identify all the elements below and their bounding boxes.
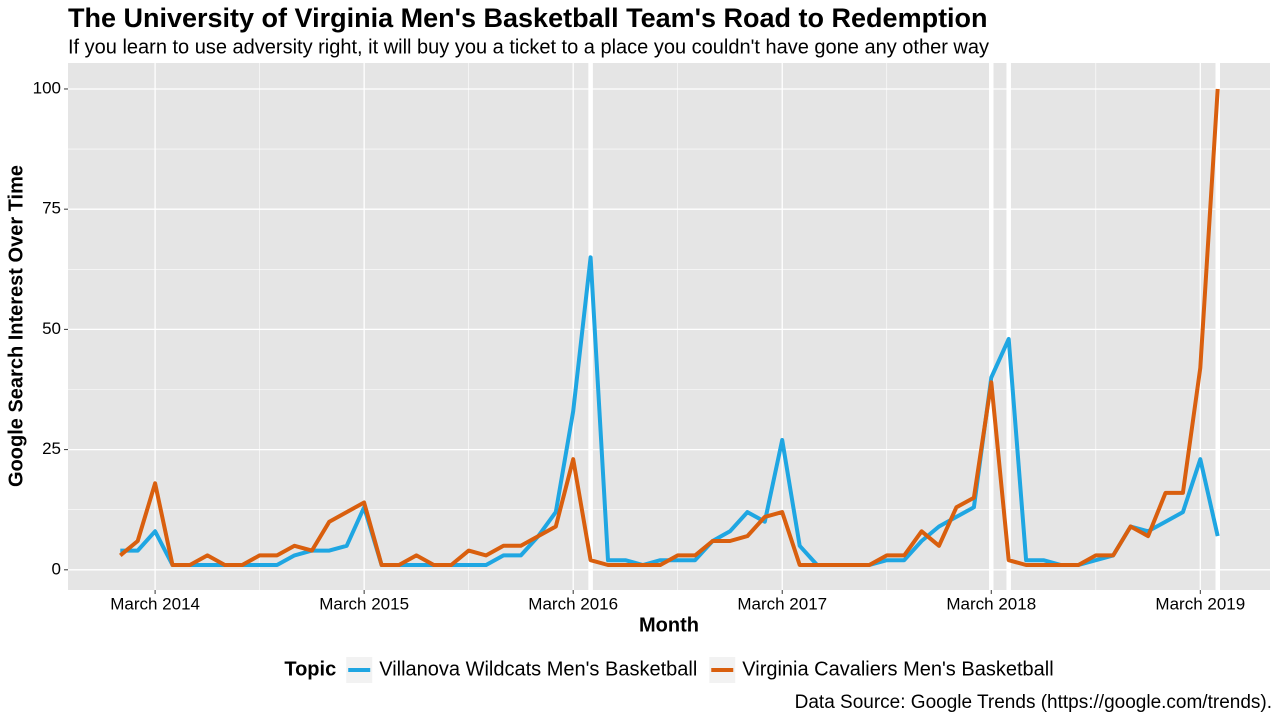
y-tick-label: 100 <box>33 78 61 97</box>
legend-label: Villanova Wildcats Men's Basketball <box>379 658 697 680</box>
x-tick-label: March 2019 <box>1155 594 1245 613</box>
chart-subtitle: If you learn to use adversity right, it … <box>68 36 989 58</box>
x-axis-title: Month <box>639 614 699 636</box>
caption: Data Source: Google Trends (https://goog… <box>795 692 1272 713</box>
x-tick-label: March 2017 <box>737 594 827 613</box>
y-tick-label: 25 <box>42 439 61 458</box>
y-axis-title: Google Search Interest Over Time <box>5 165 27 487</box>
x-tick-label: March 2018 <box>946 594 1036 613</box>
y-tick-label: 75 <box>42 199 61 218</box>
y-tick-label: 0 <box>52 559 61 578</box>
plot-panel <box>68 63 1270 590</box>
legend-label: Virginia Cavaliers Men's Basketball <box>742 658 1053 680</box>
series-line <box>119 88 1220 567</box>
legend-title: Topic <box>284 658 336 680</box>
y-tick-label: 50 <box>42 319 61 338</box>
x-tick-label: March 2015 <box>319 594 409 613</box>
x-tick-label: March 2016 <box>528 594 618 613</box>
x-tick-label: March 2014 <box>110 594 200 613</box>
legend: Topic Villanova Wildcats Men's Basketball… <box>284 657 1054 683</box>
chart-title: The University of Virginia Men's Basketb… <box>68 3 988 33</box>
